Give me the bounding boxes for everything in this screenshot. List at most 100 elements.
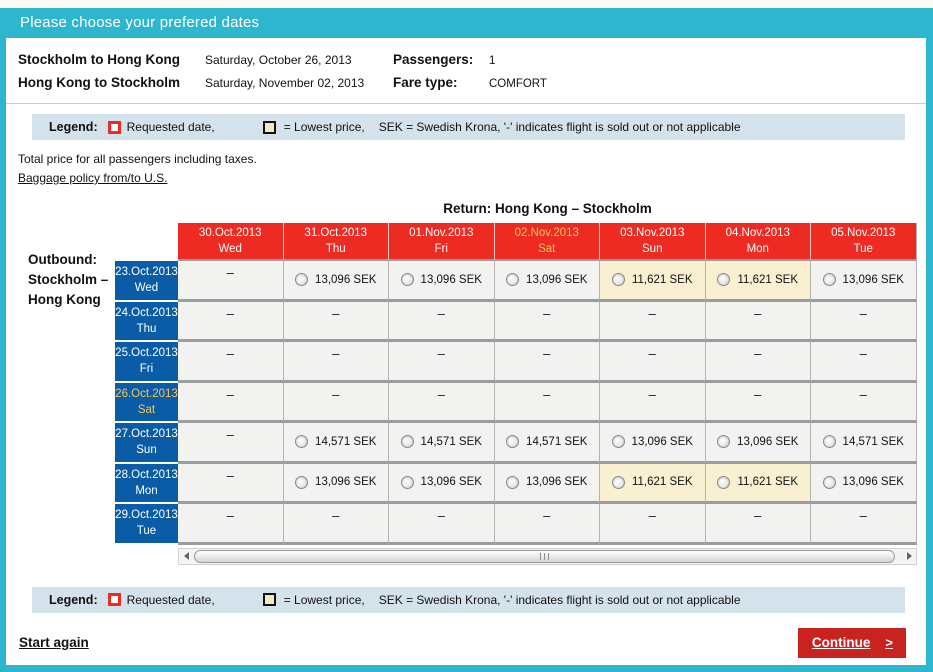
row-header: 29.Oct.2013 Tue	[115, 504, 178, 545]
radio-icon[interactable]	[295, 273, 309, 287]
price-label: 11,621 SEK	[737, 273, 799, 286]
fare-option-cell[interactable]: 14,571 SEK	[283, 423, 389, 464]
column-header: 03.Nov.2013 Sun	[600, 223, 706, 261]
scroll-right-arrow-icon[interactable]	[902, 549, 916, 564]
continue-button[interactable]: Continue >	[797, 627, 906, 658]
sold-out-cell: –	[283, 342, 389, 383]
radio-icon[interactable]	[506, 475, 520, 489]
legend-label: Legend:	[49, 120, 98, 134]
price-label: 14,571 SEK	[420, 435, 482, 448]
requested-date-label: Requested date,	[126, 592, 215, 607]
sold-out-cell: –	[705, 504, 811, 545]
fare-option-cell[interactable]: 13,096 SEK	[389, 463, 495, 504]
sold-out-cell: –	[389, 301, 495, 342]
sold-out-cell: –	[178, 301, 284, 342]
fare-option-cell[interactable]: 13,096 SEK	[705, 423, 811, 464]
price-label: 13,096 SEK	[315, 273, 377, 286]
dialog-title: Please choose your prefered dates	[6, 8, 926, 38]
radio-icon[interactable]	[400, 475, 414, 489]
dialog-panel: Please choose your prefered dates Stockh…	[0, 8, 933, 672]
trip-summary: Stockholm to Hong Kong Saturday, October…	[6, 38, 926, 104]
sold-out-cell: –	[283, 382, 389, 423]
sold-out-cell: –	[389, 382, 495, 423]
fare-type-label: Fare type:	[393, 75, 458, 90]
radio-icon[interactable]	[822, 273, 836, 287]
sold-out-cell: –	[705, 342, 811, 383]
sold-out-cell: –	[178, 342, 284, 383]
baggage-policy-link[interactable]: Baggage policy from/to U.S.	[18, 171, 168, 185]
fare-option-cell[interactable]: 13,096 SEK	[600, 423, 706, 464]
fare-option-cell[interactable]: 11,621 SEK	[705, 261, 811, 302]
radio-icon[interactable]	[400, 273, 414, 287]
radio-icon[interactable]	[611, 273, 625, 287]
fare-option-cell[interactable]: 14,571 SEK	[494, 423, 600, 464]
fare-option-cell[interactable]: 13,096 SEK	[283, 261, 389, 302]
sold-out-cell: –	[178, 382, 284, 423]
row-header: 28.Oct.2013 Mon	[115, 463, 178, 504]
price-label: 14,571 SEK	[526, 435, 588, 448]
radio-icon[interactable]	[717, 273, 731, 287]
fare-option-cell[interactable]: 14,571 SEK	[811, 423, 917, 464]
outbound-date: Saturday, October 26, 2013	[205, 53, 352, 67]
scrollbar-thumb[interactable]	[194, 549, 895, 563]
fare-option-cell[interactable]: 13,096 SEK	[811, 261, 917, 302]
legend-bar-top: Legend: Requested date, = Lowest price, …	[32, 114, 905, 140]
outbound-line-2: Stockholm –	[28, 272, 109, 287]
column-header: 30.Oct.2013 Wed	[178, 223, 284, 261]
radio-icon[interactable]	[295, 435, 309, 449]
price-label: 13,096 SEK	[842, 476, 904, 489]
footer: Start again Continue >	[19, 627, 906, 658]
radio-icon[interactable]	[506, 435, 520, 449]
sold-out-cell: –	[811, 504, 917, 545]
fare-calendar: Return: Hong Kong – Stockholm Outbound: …	[28, 201, 917, 565]
notes: Total price for all passengers including…	[18, 152, 926, 185]
fare-option-cell[interactable]: 13,096 SEK	[389, 261, 495, 302]
fare-option-cell[interactable]: 11,621 SEK	[600, 463, 706, 504]
price-label: 11,621 SEK	[631, 476, 693, 489]
radio-icon[interactable]	[400, 435, 414, 449]
requested-date-swatch-icon	[107, 593, 121, 606]
row-header: 27.Oct.2013 Sun	[115, 423, 178, 464]
legend-bar-bottom: Legend: Requested date, = Lowest price, …	[32, 586, 905, 613]
lowest-price-label: = Lowest price,	[283, 120, 365, 134]
dialog-content: Stockholm to Hong Kong Saturday, October…	[6, 38, 926, 665]
radio-icon[interactable]	[295, 475, 309, 489]
fare-option-cell[interactable]: 13,096 SEK	[494, 261, 600, 302]
fare-option-cell[interactable]: 11,621 SEK	[600, 261, 706, 302]
fare-option-cell[interactable]: 11,621 SEK	[705, 463, 811, 504]
radio-icon[interactable]	[717, 435, 731, 449]
horizontal-scrollbar[interactable]	[178, 547, 917, 565]
return-date: Saturday, November 02, 2013	[205, 76, 365, 90]
radio-icon[interactable]	[611, 475, 625, 489]
radio-icon[interactable]	[717, 475, 731, 489]
column-header: 31.Oct.2013 Thu	[283, 223, 389, 261]
scroll-left-arrow-icon[interactable]	[179, 549, 193, 564]
radio-icon[interactable]	[822, 435, 836, 449]
fare-option-cell[interactable]: 13,096 SEK	[283, 463, 389, 504]
passengers-label: Passengers:	[393, 52, 474, 67]
fare-option-cell[interactable]: 14,571 SEK	[389, 423, 495, 464]
column-header: 01.Nov.2013 Fri	[389, 223, 495, 261]
price-label: 11,621 SEK	[631, 273, 693, 286]
total-price-note: Total price for all passengers including…	[18, 152, 257, 166]
sold-out-cell: –	[705, 382, 811, 423]
fare-type-value: COMFORT	[489, 78, 547, 90]
row-header: 25.Oct.2013 Fri	[115, 342, 178, 383]
radio-icon[interactable]	[506, 273, 520, 287]
row-header: 23.Oct.2013 Wed	[115, 261, 178, 302]
radio-icon[interactable]	[611, 435, 625, 449]
sold-out-cell: –	[600, 382, 706, 423]
outbound-axis-title: Outbound: Stockholm – Hong Kong	[28, 250, 124, 310]
currency-note: SEK = Swedish Krona, '-' indicates fligh…	[378, 592, 741, 607]
start-again-link[interactable]: Start again	[19, 635, 89, 650]
requested-date-label: Requested date,	[126, 120, 215, 134]
sold-out-cell: –	[494, 382, 600, 423]
sold-out-cell: –	[600, 504, 706, 545]
sold-out-cell: –	[494, 301, 600, 342]
price-label: 13,096 SEK	[526, 476, 588, 489]
fare-option-cell[interactable]: 13,096 SEK	[494, 463, 600, 504]
sold-out-cell: –	[705, 301, 811, 342]
sold-out-cell: –	[811, 301, 917, 342]
radio-icon[interactable]	[822, 475, 836, 489]
fare-option-cell[interactable]: 13,096 SEK	[811, 463, 917, 504]
